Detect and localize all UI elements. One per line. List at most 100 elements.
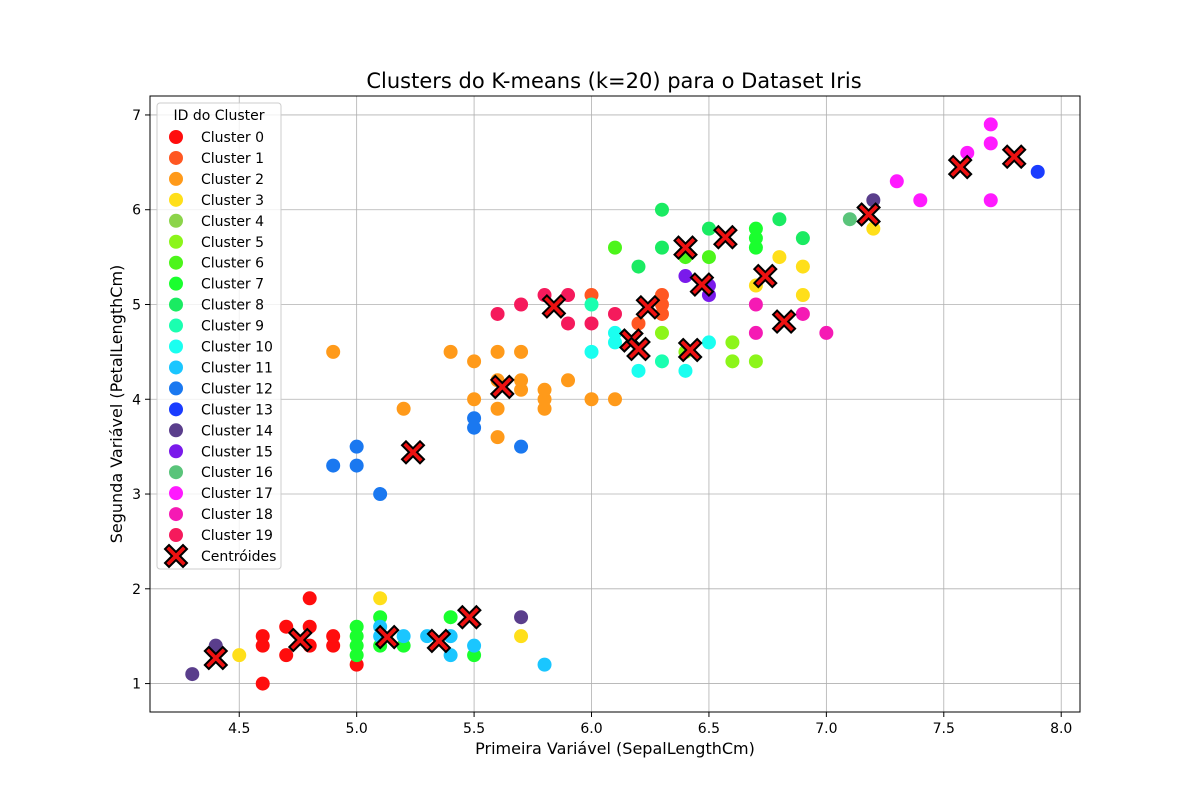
data-point: [654, 325, 669, 340]
x-tick-label: 6.5: [698, 721, 720, 737]
legend-marker: [169, 213, 183, 228]
x-tick-label: 5.0: [346, 721, 368, 737]
legend-label: Cluster 18: [201, 507, 273, 523]
x-axis-ticks: 4.5 5.0 5.5 6.0 6.5 7.0 7.5 8.0: [228, 712, 1072, 737]
x-tick-label: 7.5: [933, 721, 955, 737]
data-point: [514, 439, 529, 454]
legend-label: Cluster 0: [201, 130, 264, 146]
data-point: [960, 145, 975, 160]
data-point: [185, 667, 200, 682]
centroid-marker: [626, 336, 651, 362]
data-point: [514, 610, 529, 625]
centroid-marker: [712, 224, 738, 250]
data-point: [490, 401, 505, 416]
data-point: [608, 325, 622, 340]
data-point: [795, 231, 810, 246]
legend-label: Cluster 9: [201, 319, 264, 335]
data-point: [795, 306, 810, 321]
data-point: [490, 430, 505, 445]
data-point: [748, 297, 763, 312]
legend-label: Cluster 4: [201, 214, 264, 230]
legend-marker: [169, 171, 183, 186]
legend-label: Cluster 12: [201, 381, 273, 397]
centroid-marker: [426, 628, 452, 654]
data-point: [326, 458, 341, 473]
legend-marker: [169, 381, 183, 396]
legend-marker: [169, 339, 183, 354]
legend-marker: [169, 192, 183, 207]
y-axis-ticks: 1 2 3 4 5 6 7: [132, 108, 150, 693]
data-point: [396, 401, 411, 416]
centroid-marker: [456, 604, 482, 630]
centroid-marker: [771, 309, 797, 335]
legend-title: ID do Cluster: [174, 108, 265, 124]
data-point: [819, 325, 834, 340]
legend-label: Cluster 1: [201, 151, 264, 167]
legend-label: Cluster 6: [201, 256, 264, 272]
data-point: [772, 212, 787, 227]
data-point: [889, 174, 904, 189]
data-point: [443, 610, 458, 625]
grid-lines: [150, 96, 1080, 712]
data-point: [373, 591, 388, 606]
data-point: [748, 354, 763, 369]
data-point: [608, 392, 622, 407]
x-axis-label: Primeira Variável (SepalLengthCm): [475, 739, 755, 758]
legend-marker: [169, 402, 183, 417]
x-tick-label: 5.5: [463, 721, 485, 737]
data-point: [701, 335, 716, 350]
data-point: [631, 316, 646, 331]
legend-label: Cluster 5: [201, 235, 264, 251]
data-point: [349, 458, 364, 473]
x-tick-label: 4.5: [228, 721, 250, 737]
data-point: [326, 344, 341, 359]
data-point: [772, 250, 787, 265]
data-point: [349, 439, 364, 454]
centroid-marker: [947, 154, 973, 180]
data-point: [795, 288, 810, 303]
centroid-marker: [635, 294, 661, 320]
y-tick-label: 1: [132, 677, 141, 693]
legend-label: Cluster 19: [201, 528, 273, 544]
legend-marker: [169, 150, 183, 165]
data-point: [725, 335, 740, 350]
centroid-marker: [689, 272, 715, 298]
data-point: [608, 306, 622, 321]
legend-marker: [169, 234, 183, 249]
legend-marker: [169, 465, 183, 480]
y-tick-label: 7: [132, 108, 141, 124]
data-point: [349, 619, 364, 634]
data-point: [561, 316, 576, 331]
data-point: [373, 487, 388, 502]
x-tick-label: 6.0: [580, 721, 602, 737]
data-point: [842, 212, 857, 227]
data-point: [983, 117, 998, 132]
legend-marker: [169, 255, 183, 270]
centroid-marker: [203, 645, 229, 671]
data-point: [467, 638, 482, 653]
data-point: [983, 193, 998, 208]
data-point: [748, 221, 763, 236]
data-point: [279, 619, 294, 634]
legend-marker: [169, 276, 183, 291]
legend-label: Cluster 13: [201, 402, 273, 418]
data-point: [631, 259, 646, 274]
legend-centroid-icon: [163, 543, 189, 569]
legend-label: Cluster 8: [201, 298, 264, 314]
data-point: [537, 657, 552, 672]
data-point: [255, 629, 270, 644]
legend-marker: [169, 423, 183, 438]
legend-label: Cluster 7: [201, 277, 264, 293]
legend-marker: [169, 297, 183, 312]
centroid-marker: [677, 337, 703, 363]
legend-box: [156, 102, 282, 570]
data-point: [302, 591, 317, 606]
centroid-marker: [752, 263, 778, 289]
legend-label: Cluster 3: [201, 193, 264, 209]
data-point: [467, 411, 482, 426]
y-tick-label: 2: [132, 582, 141, 598]
y-tick-label: 6: [132, 203, 141, 219]
plot-frame: [149, 95, 1081, 713]
data-point: [913, 193, 928, 208]
